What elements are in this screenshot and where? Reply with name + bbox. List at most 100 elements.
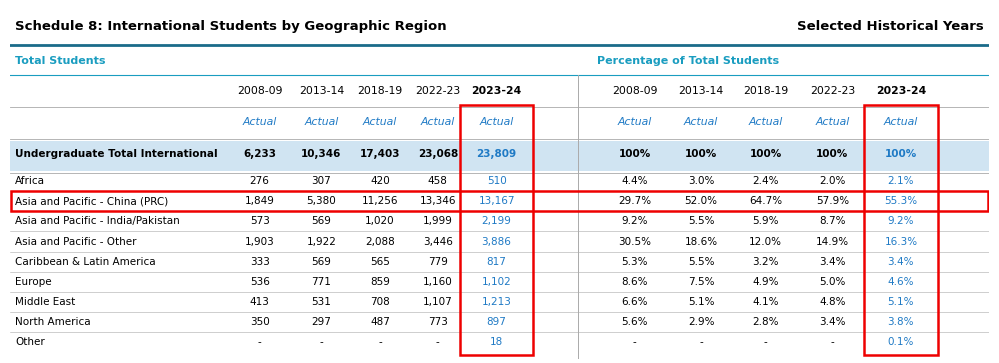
FancyBboxPatch shape: [10, 140, 989, 171]
Text: Actual: Actual: [748, 117, 783, 127]
Text: 29.7%: 29.7%: [618, 196, 651, 206]
Text: 3.2%: 3.2%: [752, 257, 779, 267]
Text: 2.4%: 2.4%: [752, 176, 779, 186]
Text: -: -: [699, 337, 703, 347]
Text: 10,346: 10,346: [301, 149, 342, 159]
Text: 6,233: 6,233: [243, 149, 276, 159]
Text: 773: 773: [428, 317, 448, 327]
Text: Actual: Actual: [363, 117, 398, 127]
Text: 420: 420: [371, 176, 390, 186]
Text: 708: 708: [371, 297, 390, 307]
Text: 1,213: 1,213: [482, 297, 511, 307]
Text: 2008-09: 2008-09: [237, 86, 283, 96]
Text: -: -: [764, 337, 767, 347]
Text: Actual: Actual: [617, 117, 651, 127]
Text: 3.0%: 3.0%: [688, 176, 714, 186]
Text: North America: North America: [15, 317, 91, 327]
Text: Selected Historical Years: Selected Historical Years: [797, 20, 984, 33]
Text: 779: 779: [428, 257, 448, 267]
Text: 4.8%: 4.8%: [819, 297, 845, 307]
Text: 64.7%: 64.7%: [749, 196, 782, 206]
Text: 1,903: 1,903: [245, 237, 275, 246]
Text: 4.1%: 4.1%: [752, 297, 779, 307]
Text: 333: 333: [250, 257, 270, 267]
Text: 531: 531: [312, 297, 332, 307]
Text: 2022-23: 2022-23: [810, 86, 855, 96]
Text: 3.4%: 3.4%: [888, 257, 914, 267]
Text: -: -: [436, 337, 440, 347]
Text: 2.8%: 2.8%: [752, 317, 779, 327]
Text: 2.1%: 2.1%: [888, 176, 914, 186]
Text: 5.1%: 5.1%: [888, 297, 914, 307]
Text: 4.4%: 4.4%: [621, 176, 648, 186]
Text: 2018-19: 2018-19: [358, 86, 403, 96]
Text: 5.9%: 5.9%: [752, 216, 779, 227]
Text: 2.9%: 2.9%: [688, 317, 714, 327]
Text: Africa: Africa: [15, 176, 45, 186]
Text: Actual: Actual: [684, 117, 718, 127]
Text: 14.9%: 14.9%: [816, 237, 849, 246]
Text: 9.2%: 9.2%: [888, 216, 914, 227]
Text: 100%: 100%: [885, 149, 917, 159]
Text: 3.4%: 3.4%: [819, 257, 845, 267]
Text: 57.9%: 57.9%: [816, 196, 849, 206]
Text: 3,886: 3,886: [482, 237, 511, 246]
Text: 100%: 100%: [618, 149, 650, 159]
Text: 897: 897: [487, 317, 506, 327]
Text: 859: 859: [370, 277, 390, 287]
Text: Middle East: Middle East: [15, 297, 75, 307]
Text: Caribbean & Latin America: Caribbean & Latin America: [15, 257, 156, 267]
Text: 17,403: 17,403: [360, 149, 401, 159]
Text: 23,068: 23,068: [418, 149, 458, 159]
Text: Actual: Actual: [480, 117, 513, 127]
Text: 2.0%: 2.0%: [819, 176, 845, 186]
Text: Actual: Actual: [884, 117, 918, 127]
Text: 565: 565: [370, 257, 390, 267]
Text: 569: 569: [312, 257, 332, 267]
Text: 16.3%: 16.3%: [884, 237, 917, 246]
Text: 2023-24: 2023-24: [472, 86, 521, 96]
Text: 3.8%: 3.8%: [888, 317, 914, 327]
Text: 2022-23: 2022-23: [416, 86, 461, 96]
Text: -: -: [379, 337, 382, 347]
Text: 1,160: 1,160: [423, 277, 453, 287]
Text: Percentage of Total Students: Percentage of Total Students: [597, 56, 779, 66]
Text: 771: 771: [312, 277, 332, 287]
Text: Total Students: Total Students: [15, 56, 105, 66]
Text: Actual: Actual: [815, 117, 849, 127]
Text: 2013-14: 2013-14: [299, 86, 344, 96]
Text: 1,999: 1,999: [423, 216, 453, 227]
Text: 1,020: 1,020: [366, 216, 395, 227]
Text: 5.1%: 5.1%: [688, 297, 714, 307]
Text: 2,199: 2,199: [482, 216, 511, 227]
Text: 413: 413: [250, 297, 270, 307]
Text: Other: Other: [15, 337, 45, 347]
Text: 5.3%: 5.3%: [621, 257, 648, 267]
Text: 5.5%: 5.5%: [688, 216, 714, 227]
Text: 4.6%: 4.6%: [888, 277, 914, 287]
Text: 1,107: 1,107: [423, 297, 453, 307]
Text: 8.6%: 8.6%: [621, 277, 648, 287]
Text: 9.2%: 9.2%: [621, 216, 648, 227]
Text: 276: 276: [250, 176, 270, 186]
Text: 11,256: 11,256: [362, 196, 399, 206]
Text: 3.4%: 3.4%: [819, 317, 845, 327]
Text: 5.5%: 5.5%: [688, 257, 714, 267]
Text: 1,102: 1,102: [482, 277, 511, 287]
Text: 510: 510: [487, 176, 506, 186]
Text: Actual: Actual: [243, 117, 277, 127]
Text: 1,849: 1,849: [245, 196, 275, 206]
Text: 12.0%: 12.0%: [749, 237, 782, 246]
Text: -: -: [632, 337, 636, 347]
Text: Actual: Actual: [421, 117, 455, 127]
Text: 13,167: 13,167: [479, 196, 514, 206]
Text: 6.6%: 6.6%: [621, 297, 648, 307]
Text: -: -: [258, 337, 262, 347]
Text: 23,809: 23,809: [477, 149, 516, 159]
Text: 2008-09: 2008-09: [611, 86, 657, 96]
Text: Asia and Pacific - China (PRC): Asia and Pacific - China (PRC): [15, 196, 168, 206]
Text: 573: 573: [250, 216, 270, 227]
Text: 100%: 100%: [685, 149, 717, 159]
Text: 487: 487: [370, 317, 390, 327]
Text: 3,446: 3,446: [423, 237, 453, 246]
